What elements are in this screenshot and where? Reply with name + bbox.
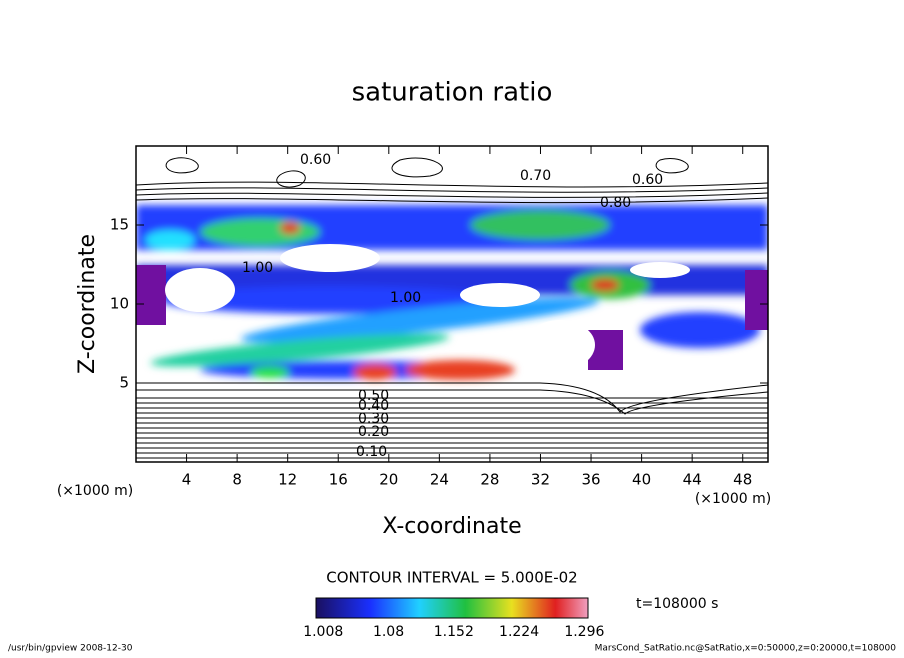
- x-tick-label: 28: [480, 471, 499, 489]
- colorbar-tick-label: 1.224: [499, 624, 539, 640]
- contour-label: 1.00: [390, 290, 421, 306]
- x-tick-label: 44: [683, 471, 702, 489]
- contour-label: 0.60: [300, 152, 331, 168]
- contour-label: 0.40: [358, 398, 389, 414]
- footer-left: /usr/bin/gpview 2008-12-30: [8, 644, 133, 654]
- colorbar: [315, 597, 589, 619]
- y-tick-label: 10: [110, 295, 129, 313]
- colorbar-tick-label: 1.08: [373, 624, 404, 640]
- x-unit: (×1000 m): [695, 491, 771, 507]
- contour-label: 0.30: [358, 411, 389, 427]
- x-tick-label: 36: [581, 471, 600, 489]
- x-tick-label: 32: [531, 471, 550, 489]
- colorbar-tick-label: 1.296: [564, 624, 604, 640]
- contour-interval: CONTOUR INTERVAL = 5.000E-02: [326, 569, 577, 587]
- contour-label: 1.00: [242, 260, 273, 276]
- y-axis-label: Z-coordinate: [75, 234, 100, 374]
- contour-label: 0.80: [600, 195, 631, 211]
- x-tick-label: 40: [632, 471, 651, 489]
- time-label: t=108000 s: [636, 596, 718, 612]
- footer-right: MarsCond_SatRatio.nc@SatRatio,x=0:50000,…: [595, 644, 897, 654]
- contour-label: 0.50: [358, 388, 389, 404]
- x-tick-label: 16: [329, 471, 348, 489]
- field: [136, 157, 768, 459]
- contour-label: 0.20: [358, 424, 389, 440]
- y-tick-label: 5: [119, 374, 129, 392]
- x-tick-label: 24: [430, 471, 449, 489]
- x-tick-label: 8: [232, 471, 242, 489]
- y-unit: (×1000 m): [57, 483, 133, 499]
- chart-title: saturation ratio: [352, 78, 553, 108]
- x-tick-label: 12: [278, 471, 297, 489]
- x-tick-label: 20: [379, 471, 398, 489]
- contour-label: 0.70: [520, 168, 551, 184]
- x-axis-label: X-coordinate: [382, 514, 521, 539]
- x-tick-label: 4: [182, 471, 192, 489]
- colorbar-tick-label: 1.152: [434, 624, 474, 640]
- colorbar-tick-label: 1.008: [303, 624, 343, 640]
- contour-label: 0.10: [356, 444, 387, 460]
- x-tick-label: 48: [733, 471, 752, 489]
- y-tick-label: 15: [110, 216, 129, 234]
- contour-label: 0.60: [632, 172, 663, 188]
